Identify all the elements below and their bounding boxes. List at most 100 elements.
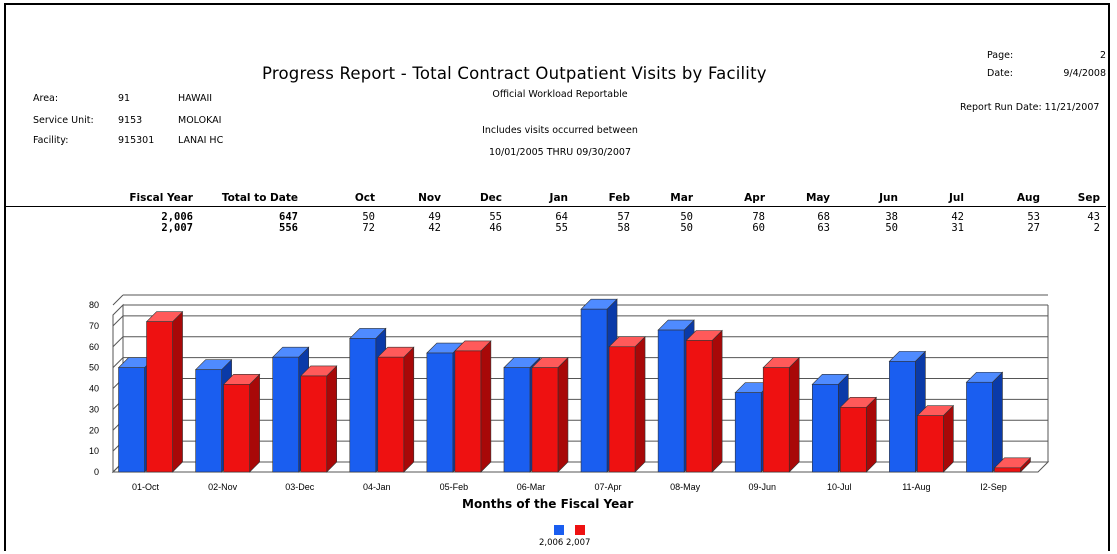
y-tick-label: 30 [89, 404, 99, 414]
table-cell: 647 [279, 211, 298, 223]
table-cell: 53 [1027, 211, 1040, 223]
x-tick-label: 01-Oct [132, 482, 160, 492]
table-cell: 57 [617, 211, 630, 223]
y-tick-label: 80 [89, 300, 99, 310]
bar-11-aug-2006 [889, 361, 916, 473]
table-cell: 50 [680, 211, 693, 223]
bar-09-jun-2007-side [788, 356, 800, 473]
table-cell: 42 [428, 222, 441, 234]
table-cell: 27 [1027, 222, 1040, 234]
table-cell: 55 [555, 222, 568, 234]
table-header-total-to-date: Total to Date [221, 192, 298, 204]
bar-06-mar-2007 [531, 367, 559, 473]
report-title: Progress Report - Total Contract Outpati… [262, 64, 767, 83]
service-unit-label: Service Unit: [33, 115, 94, 126]
gridline-diagonal [112, 357, 124, 368]
table-cell: 42 [951, 211, 964, 223]
x-tick-label: 09-Jun [748, 482, 776, 492]
bar-i2-sep-2006 [966, 381, 993, 473]
facility-label: Facility: [33, 135, 69, 146]
table-header-sep: Sep [1077, 192, 1100, 204]
area-label: Area: [33, 93, 59, 104]
page-label: Page: [987, 50, 1014, 61]
table-cell: 58 [617, 222, 630, 234]
bar-04-jan-2007 [377, 356, 405, 473]
table-cell: 2,007 [161, 222, 193, 234]
x-tick-label: 07-Apr [595, 482, 622, 492]
bar-04-jan-2007-side [403, 346, 415, 473]
facility-name: LANAI HC [178, 135, 224, 146]
bar-i2-sep-2006-side [992, 371, 1003, 473]
bar-10-jul-2007-side [865, 396, 877, 473]
bar-03-dec-2006 [272, 356, 300, 473]
legend-swatch-2006 [554, 525, 564, 535]
table-cell: 63 [817, 222, 830, 234]
bar-04-jan-2006 [349, 338, 377, 473]
report-frame [4, 3, 1110, 551]
bar-02-nov-2007-side [249, 373, 260, 473]
date-value: 9/4/2008 [1063, 68, 1106, 79]
legend-label-2007: 2,007 [566, 538, 591, 548]
page-number: 2 [1099, 50, 1106, 61]
bar-08-may-2006 [657, 329, 685, 473]
table-cell: 2 [1093, 222, 1100, 234]
table-cell: 38 [885, 211, 898, 223]
bar-07-apr-2007-side [634, 336, 646, 473]
y-tick-label: 10 [89, 446, 99, 456]
bar-08-may-2007-side [711, 329, 723, 473]
table-header-dec: Dec [479, 192, 502, 204]
table-header-may: May [805, 192, 830, 204]
table-header-nov: Nov [418, 192, 441, 204]
bar-01-oct-2006 [118, 367, 145, 473]
area-name: HAWAII [178, 93, 213, 104]
area-code: 91 [118, 93, 131, 104]
table-cell: 78 [752, 211, 765, 223]
x-tick-label: 06-Mar [517, 482, 546, 492]
table-cell: 31 [951, 222, 964, 234]
bar-i2-sep-2007 [994, 467, 1021, 473]
bar-03-dec-2007 [300, 375, 328, 473]
table-header-jun: Jun [879, 192, 898, 204]
table-header-jul: Jul [949, 192, 964, 204]
facility-code: 915301 [118, 135, 155, 146]
table-cell: 55 [489, 211, 502, 223]
table-cell: 50 [885, 222, 898, 234]
table-header-feb: Feb [608, 192, 630, 204]
legend-labels: 2,006 2,007 [539, 538, 590, 548]
gridline-diagonal [112, 315, 124, 327]
bar-08-may-2007 [685, 340, 713, 473]
bar-02-nov-2006 [195, 369, 222, 473]
table-cell: 68 [817, 211, 830, 223]
service-unit-name: MOLOKAI [178, 115, 222, 126]
bar-01-oct-2007 [146, 321, 173, 473]
bar-11-aug-2007-side [943, 404, 954, 473]
bar-09-jun-2007 [762, 367, 790, 473]
table-header-aug: Aug [1016, 192, 1040, 204]
table-cell: 46 [489, 222, 502, 234]
report-run-date: Report Run Date: 11/21/2007 [960, 102, 1100, 113]
legend-swatch-2007 [575, 525, 585, 535]
date-range: 10/01/2005 THRU 09/30/2007 [488, 147, 632, 158]
table-header-mar: Mar [670, 192, 693, 204]
gridline-diagonal [112, 294, 124, 306]
bar-05-feb-2006 [426, 352, 454, 473]
bar-06-mar-2007-side [557, 356, 569, 473]
legend-label-2006: 2,006 [539, 538, 564, 548]
x-tick-label: 05-Feb [440, 482, 469, 492]
table-header-rule [6, 206, 1106, 207]
y-tick-label: 70 [89, 321, 99, 331]
bar-05-feb-2007-side [480, 340, 492, 473]
table-cell: 64 [555, 211, 568, 223]
gridline-diagonal [112, 336, 124, 348]
table-header-jan: Jan [549, 192, 568, 204]
bar-11-aug-2007 [917, 415, 944, 473]
x-tick-label: 10-Jul [827, 482, 852, 492]
report-subtitle: Official Workload Reportable [492, 89, 628, 100]
bar-09-jun-2006 [734, 392, 762, 473]
y-tick-label: 20 [89, 425, 99, 435]
bar-02-nov-2007 [223, 384, 250, 473]
service-unit-code: 9153 [118, 115, 143, 126]
table-cell: 50 [362, 211, 375, 223]
bar-06-mar-2006 [503, 367, 531, 473]
